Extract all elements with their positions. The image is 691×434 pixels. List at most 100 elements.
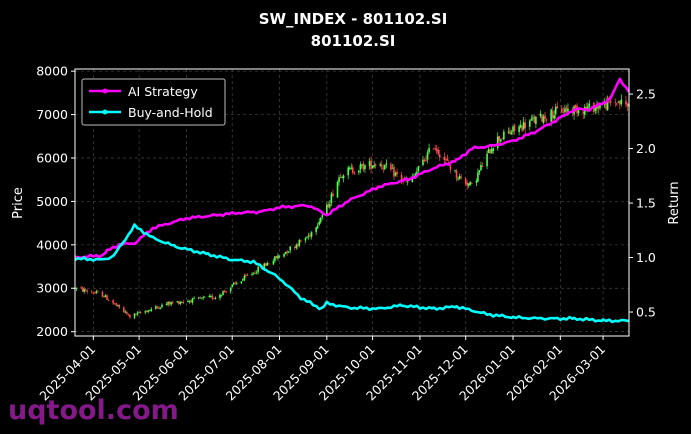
- candle-2025-09-18: [351, 164, 354, 175]
- candle-2025-08-25: [315, 226, 317, 236]
- candle-body: [332, 193, 334, 197]
- candle-body: [524, 122, 527, 128]
- candle-2026-01-05: [518, 124, 520, 136]
- candle-body: [464, 178, 467, 184]
- candle-body: [545, 119, 548, 121]
- candle-body: [315, 227, 317, 233]
- buy-and-hold-line: [74, 223, 630, 324]
- candle-2025-12-23: [498, 135, 501, 145]
- candle-body: [165, 304, 168, 306]
- candle-body: [144, 311, 147, 313]
- candle-2025-04-11: [107, 299, 110, 302]
- candle-2025-05-28: [179, 300, 182, 306]
- candle-2025-10-30: [416, 167, 418, 176]
- candle-body: [585, 106, 588, 109]
- candle-body: [293, 247, 296, 248]
- candle-body: [203, 296, 206, 298]
- candle-body: [379, 164, 382, 166]
- candle-body: [274, 256, 276, 261]
- candle-body: [582, 111, 585, 114]
- candle-2025-06-09: [197, 296, 200, 300]
- candle-2025-11-19: [446, 154, 449, 161]
- candle-2025-12-30: [509, 127, 511, 135]
- candle-body: [155, 306, 157, 309]
- candle-2025-04-14: [112, 299, 114, 306]
- candle-2025-07-11: [246, 273, 249, 276]
- candle-2025-11-17: [443, 152, 446, 164]
- candle-body: [264, 263, 267, 266]
- candle-body: [118, 304, 121, 308]
- candle-body: [104, 295, 107, 298]
- candle-2025-12-12: [481, 162, 484, 168]
- candle-2025-05-30: [182, 300, 185, 305]
- candle-2025-05-19: [165, 302, 168, 306]
- candle-body: [619, 100, 621, 105]
- candle-body: [380, 164, 383, 167]
- candle-2025-05-01: [138, 311, 140, 313]
- candle-body: [565, 107, 568, 112]
- candle-body: [539, 113, 542, 117]
- candle-body: [500, 139, 502, 142]
- candle-2025-07-30: [275, 255, 278, 259]
- candle-2026-01-21: [542, 114, 545, 125]
- candle-body: [182, 302, 185, 303]
- candle-body: [597, 105, 600, 109]
- candle-body: [542, 116, 545, 123]
- candle-body: [213, 298, 215, 300]
- candle-body: [478, 170, 481, 173]
- candle-body: [596, 105, 598, 109]
- candle-body: [255, 272, 258, 274]
- candle-2025-06-25: [222, 290, 224, 296]
- candle-2025-05-07: [147, 309, 150, 314]
- candle-2026-01-16: [535, 116, 537, 129]
- candle-2025-07-25: [268, 263, 270, 265]
- candle-body: [567, 108, 569, 112]
- candle-body: [219, 294, 221, 299]
- candle-body: [321, 215, 324, 218]
- candle-2025-11-25: [455, 168, 458, 182]
- candle-2025-10-13: [390, 162, 392, 172]
- candle-body: [449, 165, 452, 170]
- y-axis-right-label: Return: [667, 181, 682, 224]
- candle-body: [235, 283, 238, 284]
- candle-2025-08-21: [309, 232, 311, 239]
- candle-2025-07-23: [264, 262, 267, 267]
- chart-title: SW_INDEX - 801102.SI: [259, 10, 448, 28]
- candle-2025-12-31: [510, 129, 513, 135]
- candle-body: [519, 124, 522, 128]
- candle-2026-01-23: [545, 118, 548, 123]
- candle-body: [358, 170, 360, 173]
- candle-body: [240, 281, 243, 284]
- candle-2025-11-07: [428, 143, 430, 155]
- candle-body: [275, 255, 278, 259]
- candle-2025-05-09: [150, 307, 153, 313]
- candle-body: [148, 310, 151, 311]
- candle-2025-11-12: [435, 144, 438, 155]
- candle-2025-07-17: [255, 270, 258, 275]
- candle-2026-01-29: [554, 103, 557, 119]
- candle-2025-08-12: [295, 243, 298, 250]
- candle-body: [263, 263, 266, 269]
- candle-2025-12-05: [471, 182, 473, 185]
- candle-body: [90, 291, 93, 293]
- candle-2025-06-26: [223, 289, 226, 293]
- candle-2026-01-14: [532, 114, 534, 121]
- candle-2025-04-17: [116, 304, 119, 307]
- candle-body: [223, 290, 226, 292]
- candle-body: [200, 297, 203, 299]
- candle-2025-08-14: [298, 238, 301, 248]
- candle-2025-04-15: [113, 303, 116, 305]
- candle-body: [454, 170, 456, 172]
- candle-body: [126, 312, 128, 314]
- candle-body: [417, 166, 420, 172]
- candle-body: [135, 313, 137, 315]
- candle-body: [210, 295, 212, 297]
- candle-body: [501, 138, 504, 139]
- candle-body: [101, 291, 104, 297]
- candle-body: [434, 148, 436, 150]
- candle-body: [550, 109, 552, 122]
- candle-2026-01-09: [524, 118, 527, 133]
- candle-body: [129, 314, 131, 318]
- candle-2025-08-01: [278, 255, 281, 259]
